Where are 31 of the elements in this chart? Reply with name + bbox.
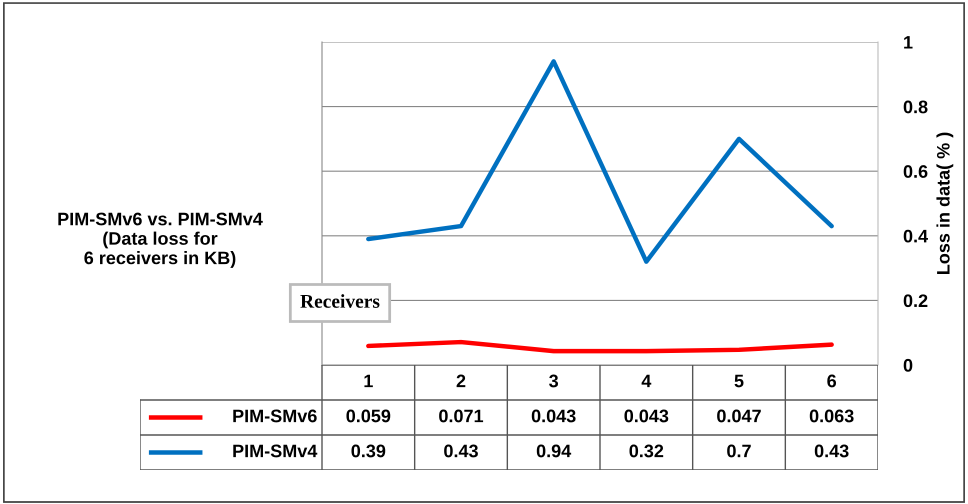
y-tick-label: 1 <box>904 36 913 49</box>
y-tick-label: 0.2 <box>904 294 928 308</box>
data-label: 0.071 <box>439 410 484 422</box>
data-label: 0.43 <box>444 444 478 458</box>
data-label: 0.043 <box>532 410 576 422</box>
data-label: 0.063 <box>810 410 854 422</box>
data-label: 0.047 <box>717 410 761 422</box>
data-label: 0.043 <box>624 410 668 422</box>
data-label: 0.059 <box>346 410 390 422</box>
line-series <box>366 59 834 264</box>
x-tick-label: 4 <box>642 374 652 388</box>
y-axis-title: Loss in data( % ) <box>936 132 954 274</box>
y-tick-label: 0.6 <box>904 165 928 178</box>
x-tick-label: 2 <box>456 374 466 388</box>
data-label: 0.32 <box>629 444 664 458</box>
x-tick-label: 5 <box>734 374 744 388</box>
x-tick-label: 3 <box>549 374 558 388</box>
x-tick-label: 1 <box>364 374 373 388</box>
x-tick-label: 6 <box>827 374 836 388</box>
data-label: 0.39 <box>351 444 386 458</box>
y-tick-label: 0.4 <box>904 230 928 243</box>
legend-label: PIM-SMv4 <box>233 444 318 458</box>
legend-label: PIM-SMv6 <box>233 410 317 422</box>
data-label: 0.43 <box>814 444 849 458</box>
text: PIM-SMv6 vs. PIM-SMv4 (Data loss for 6 receivers in KB) <box>58 212 263 268</box>
y-tick-label: 0.8 <box>904 100 928 114</box>
data-label: 0.7 <box>727 444 751 458</box>
x-axis-title: Receivers <box>300 294 380 308</box>
line-series <box>366 340 834 354</box>
y-tick-label: 0 <box>904 358 912 372</box>
data-label: 0.94 <box>536 444 572 458</box>
